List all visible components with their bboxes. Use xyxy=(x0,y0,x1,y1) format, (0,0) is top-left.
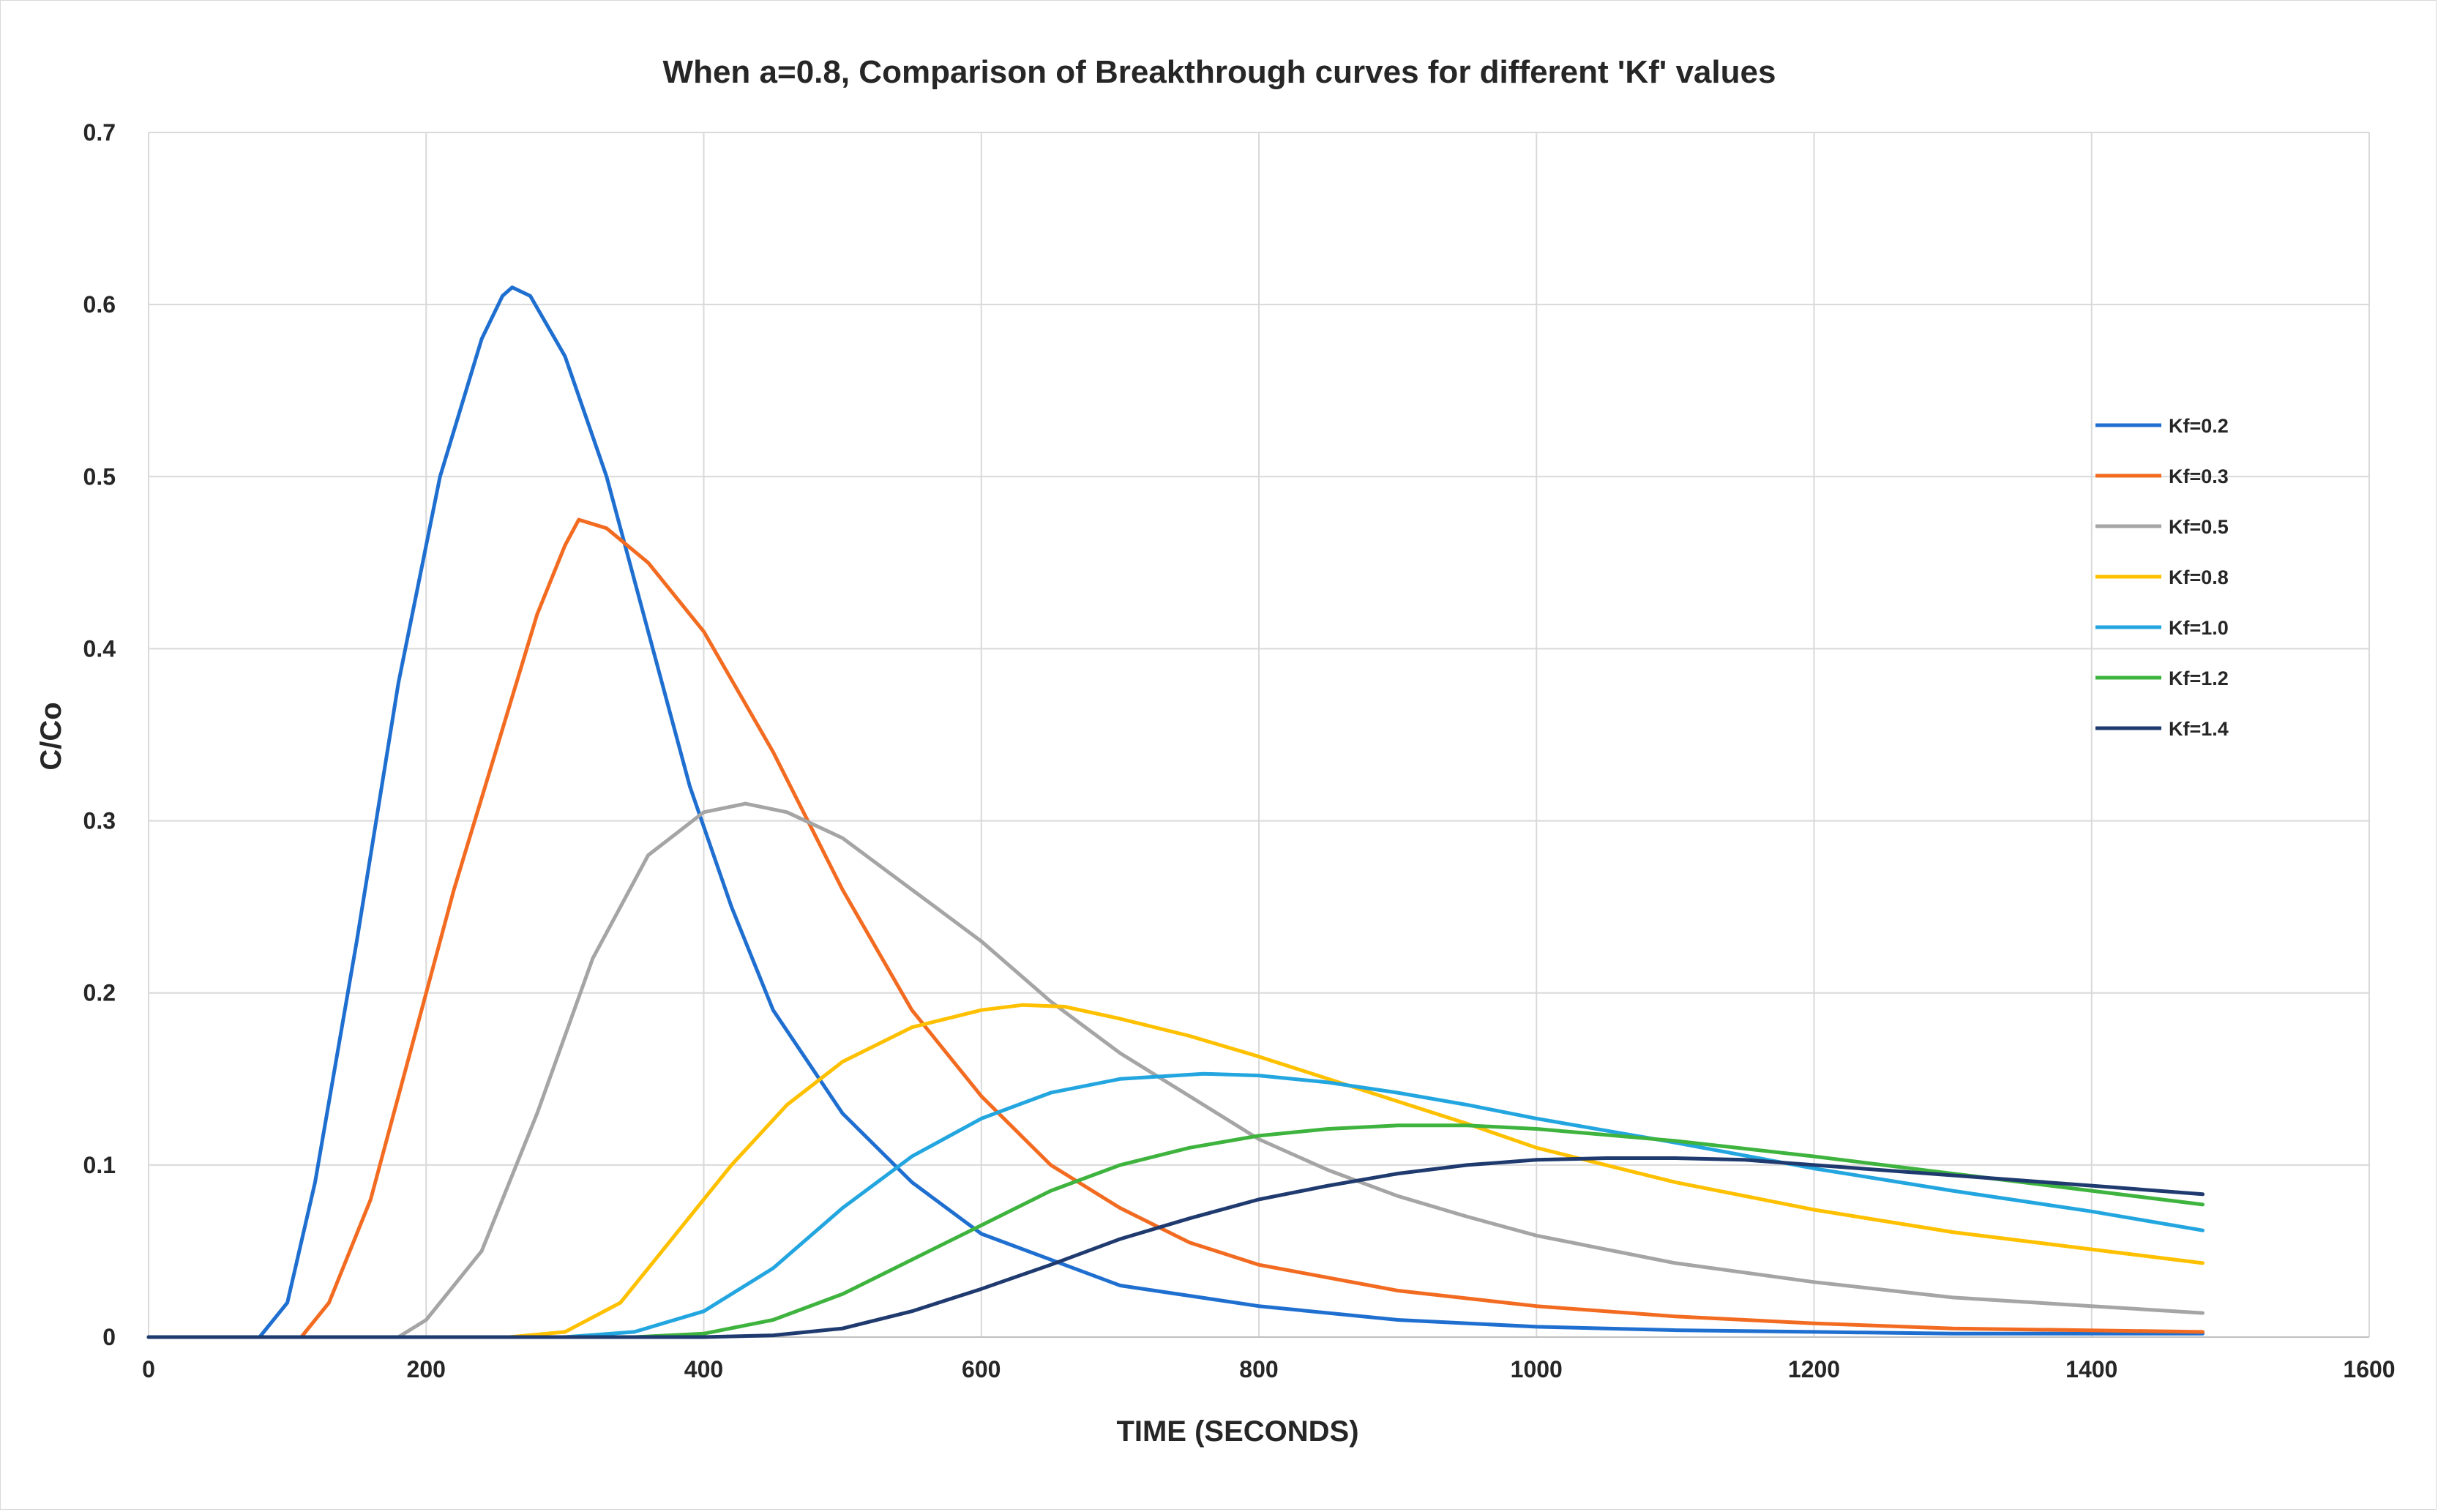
y-tick-label: 0.1 xyxy=(83,1152,116,1178)
x-tick-label: 600 xyxy=(962,1356,1001,1382)
y-axis-label: C/Co xyxy=(35,702,67,770)
series-line xyxy=(146,1003,2205,1339)
series-line xyxy=(146,1156,2205,1339)
y-tick-label: 0.3 xyxy=(83,808,116,834)
y-tick-label: 0.6 xyxy=(83,291,116,318)
y-tick-label: 0 xyxy=(102,1324,116,1350)
series-lines xyxy=(146,285,2205,1339)
series-line xyxy=(146,517,2205,1339)
y-tick-label: 0.5 xyxy=(83,463,116,490)
x-tick-label: 1000 xyxy=(1511,1356,1563,1382)
legend-label: Kf=1.2 xyxy=(2169,667,2229,689)
x-tick-label: 1400 xyxy=(2065,1356,2117,1382)
series-line xyxy=(146,801,2205,1339)
x-axis-label: TIME (SECONDS) xyxy=(1116,1415,1358,1448)
series-line xyxy=(146,1123,2205,1339)
legend-label: Kf=1.4 xyxy=(2169,718,2229,740)
x-tick-label: 200 xyxy=(407,1356,446,1382)
y-tick-label: 0.4 xyxy=(83,635,116,662)
legend-label: Kf=1.0 xyxy=(2169,617,2229,639)
x-tick-label: 1600 xyxy=(2343,1356,2395,1382)
tick-labels: 0 200 400 600 800 1000 1200 1400 1600 0 0.1 0.2 0.3 0… xyxy=(83,119,2396,1382)
chart-title: When a=0.8, Comparison of Breakthrough c… xyxy=(663,54,1776,90)
legend: Kf=0.2 Kf=0.3 Kf=0.5 Kf=0.8 Kf=1.0 Kf=1.2 Kf=1… xyxy=(2095,415,2229,740)
x-tick-label: 400 xyxy=(684,1356,723,1382)
series-line xyxy=(146,285,2205,1339)
series-line xyxy=(146,1071,2205,1339)
legend-label: Kf=0.8 xyxy=(2169,566,2229,588)
y-tick-label: 0.7 xyxy=(83,119,116,146)
gridlines xyxy=(149,132,2370,1337)
legend-label: Kf=0.3 xyxy=(2169,465,2229,487)
legend-label: Kf=0.2 xyxy=(2169,415,2229,437)
legend-label: Kf=0.5 xyxy=(2169,516,2229,538)
x-tick-label: 800 xyxy=(1239,1356,1278,1382)
y-tick-label: 0.2 xyxy=(83,980,116,1006)
x-tick-label: 0 xyxy=(142,1356,155,1382)
x-tick-label: 1200 xyxy=(1788,1356,1840,1382)
